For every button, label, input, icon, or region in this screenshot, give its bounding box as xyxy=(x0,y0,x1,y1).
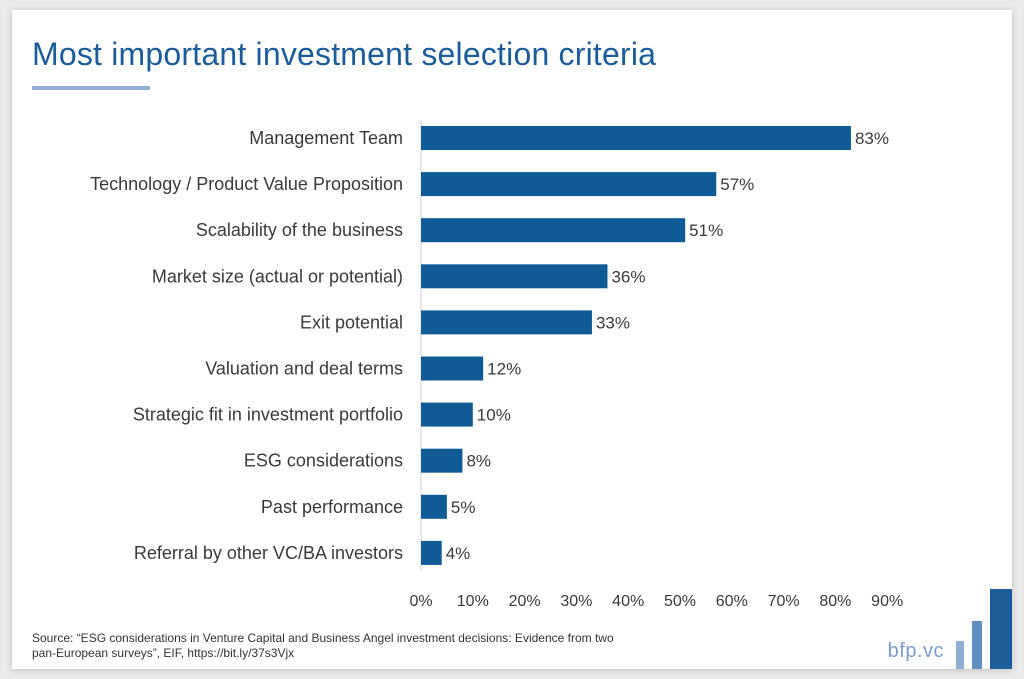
category-label: Exit potential xyxy=(300,312,403,332)
brand-text[interactable]: bfp.vc xyxy=(887,640,944,662)
value-label: 10% xyxy=(477,406,511,425)
category-label: ESG considerations xyxy=(244,451,403,471)
bar[interactable] xyxy=(421,448,463,473)
bar[interactable] xyxy=(421,218,686,243)
chart-card: Most important investment selection crit… xyxy=(12,10,1012,669)
category-label: Valuation and deal terms xyxy=(205,359,403,379)
category-label: Referral by other VC/BA investors xyxy=(134,543,403,563)
value-label: 51% xyxy=(689,221,723,240)
bar[interactable] xyxy=(421,264,608,289)
x-tick-label: 50% xyxy=(664,593,696,610)
bar-chart: Management Team 83% Technology / Product V… xyxy=(90,120,903,610)
category-label: Technology / Product Value Proposition xyxy=(90,174,403,194)
x-tick-label: 60% xyxy=(716,593,748,610)
category-label: Management Team xyxy=(249,128,403,148)
x-tick-label: 10% xyxy=(457,593,489,610)
x-tick-label: 80% xyxy=(819,593,851,610)
x-tick-label: 40% xyxy=(612,593,644,610)
x-tick-label: 30% xyxy=(560,593,592,610)
category-label: Market size (actual or potential) xyxy=(152,266,403,286)
bar[interactable] xyxy=(421,494,447,519)
value-label: 36% xyxy=(611,267,645,286)
bar[interactable] xyxy=(421,172,717,197)
logo-bar-1 xyxy=(956,641,964,669)
x-tick-label: 0% xyxy=(409,593,432,610)
logo-bar-2 xyxy=(972,621,982,669)
bar[interactable] xyxy=(421,402,473,427)
bar[interactable] xyxy=(421,310,592,335)
logo-bars-icon xyxy=(956,589,1012,669)
bar[interactable] xyxy=(421,126,851,150)
value-label: 8% xyxy=(466,452,491,471)
value-label: 12% xyxy=(487,360,521,379)
x-tick-label: 90% xyxy=(871,593,903,610)
value-label: 4% xyxy=(446,544,471,563)
category-label: Past performance xyxy=(261,497,403,517)
chart-title: Most important investment selection crit… xyxy=(32,36,657,72)
source-note: Source: “ESG considerations in Venture C… xyxy=(32,631,614,660)
x-tick-label: 70% xyxy=(768,593,800,610)
bar[interactable] xyxy=(421,356,484,381)
value-label: 33% xyxy=(596,313,630,332)
value-label: 57% xyxy=(720,175,754,194)
x-tick-label: 20% xyxy=(509,593,541,610)
bar[interactable] xyxy=(421,540,442,565)
category-label: Scalability of the business xyxy=(196,220,403,240)
value-label: 5% xyxy=(451,498,476,517)
logo-bar-3 xyxy=(990,589,1012,669)
title-underline xyxy=(32,86,150,90)
category-label: Strategic fit in investment portfolio xyxy=(133,405,403,425)
value-label: 83% xyxy=(855,129,889,148)
